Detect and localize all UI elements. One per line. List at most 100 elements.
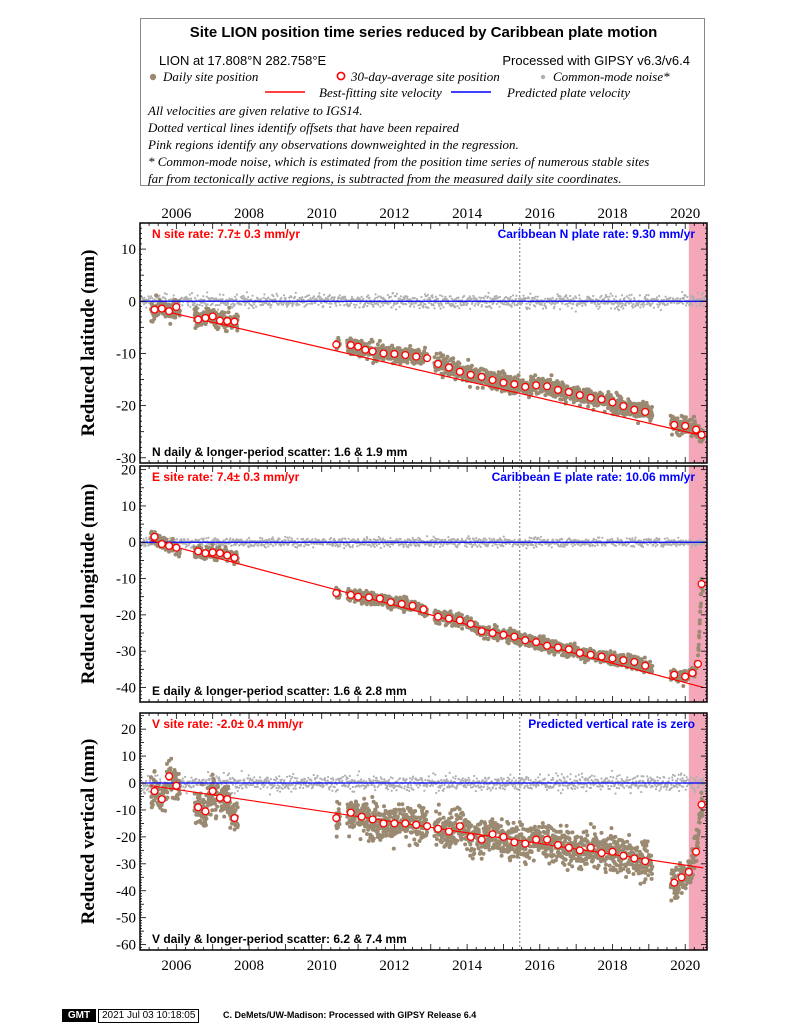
noise-point	[530, 537, 533, 540]
noise-point	[263, 293, 266, 296]
noise-point	[534, 536, 537, 539]
daily-point	[683, 415, 688, 420]
noise-point	[474, 302, 477, 305]
noise-point	[375, 544, 378, 547]
daily-point	[391, 346, 396, 351]
noise-point	[268, 298, 272, 301]
noise-point	[702, 292, 705, 295]
noise-point	[344, 544, 347, 547]
noise-point	[604, 296, 607, 299]
noise-point	[313, 542, 316, 545]
noise-point	[545, 542, 548, 545]
average-point	[201, 313, 210, 323]
daily-point	[210, 542, 215, 547]
noise-point	[463, 294, 466, 298]
noise-point	[659, 308, 662, 312]
noise-point	[142, 542, 145, 545]
average-point	[455, 367, 464, 376]
noise-point	[488, 305, 491, 308]
noise-point	[655, 296, 659, 299]
noise-point	[193, 297, 197, 300]
noise-point	[355, 303, 358, 306]
noise-point	[473, 304, 476, 307]
noise-point	[368, 543, 371, 547]
noise-point	[280, 296, 283, 300]
legend-daily: Daily site position	[163, 69, 259, 84]
noise-point	[563, 298, 566, 302]
noise-point	[576, 304, 579, 307]
noise-point	[335, 304, 338, 307]
noise-point	[386, 293, 389, 297]
noise-point	[628, 294, 631, 297]
noise-point	[429, 297, 432, 300]
noise-point	[511, 294, 515, 297]
noise-point	[478, 544, 481, 547]
noise-point	[418, 542, 421, 546]
daily-point	[564, 395, 569, 400]
noise-point	[358, 306, 361, 309]
noise-point	[664, 295, 667, 298]
noise-point	[145, 539, 148, 542]
noise-point	[275, 292, 278, 295]
noise-point	[394, 295, 397, 298]
noise-point	[211, 302, 214, 305]
noise-point	[202, 295, 205, 298]
noise-point	[440, 304, 443, 307]
noise-point	[468, 537, 471, 540]
noise-point	[544, 305, 547, 308]
noise-point	[457, 539, 460, 542]
noise-point	[596, 544, 599, 547]
noise-point	[479, 545, 482, 549]
noise-point	[353, 303, 356, 306]
noise-point	[589, 545, 592, 548]
noise-point	[221, 298, 224, 301]
noise-point	[188, 293, 191, 296]
noise-point	[683, 542, 686, 546]
noise-point	[417, 304, 420, 307]
daily-point	[370, 339, 375, 344]
noise-point	[377, 538, 380, 542]
noise-point	[541, 544, 544, 547]
noise-point	[617, 309, 621, 312]
noise-point	[467, 535, 470, 538]
noise-point	[619, 298, 622, 301]
noise-point	[389, 295, 392, 298]
noise-point	[525, 306, 528, 309]
noise-point	[288, 536, 291, 539]
noise-point	[488, 537, 491, 540]
noise-point	[264, 546, 267, 549]
noise-point	[293, 295, 296, 298]
noise-point	[290, 537, 293, 540]
noise-point	[402, 543, 405, 547]
noise-point	[313, 295, 316, 298]
noise-point	[357, 538, 360, 541]
noise-point	[422, 306, 425, 309]
noise-point	[390, 306, 393, 309]
plot-area	[140, 223, 707, 463]
noise-point	[689, 294, 692, 297]
noise-point	[162, 296, 165, 299]
noise-point	[387, 543, 390, 546]
noise-point	[449, 295, 452, 298]
daily-point	[475, 385, 480, 390]
noise-point	[206, 303, 209, 306]
noise-point	[666, 537, 669, 540]
noise-point	[186, 538, 190, 541]
average-point	[619, 402, 628, 411]
noise-point	[403, 298, 406, 301]
noise-point	[625, 295, 628, 298]
noise-point	[294, 291, 297, 294]
noise-point	[277, 303, 280, 306]
noise-point	[589, 297, 592, 300]
plate-rate-label: Caribbean N plate rate: 9.30 mm/yr	[498, 227, 696, 241]
noise-point	[356, 545, 359, 548]
average-point	[553, 385, 563, 395]
noise-point	[597, 307, 600, 310]
noise-point	[180, 538, 183, 541]
noise-point	[510, 305, 513, 308]
noise-point	[466, 302, 469, 305]
noise-point	[329, 305, 332, 309]
noise-point	[282, 294, 286, 297]
noise-point	[538, 538, 541, 541]
noise-point	[401, 298, 404, 301]
